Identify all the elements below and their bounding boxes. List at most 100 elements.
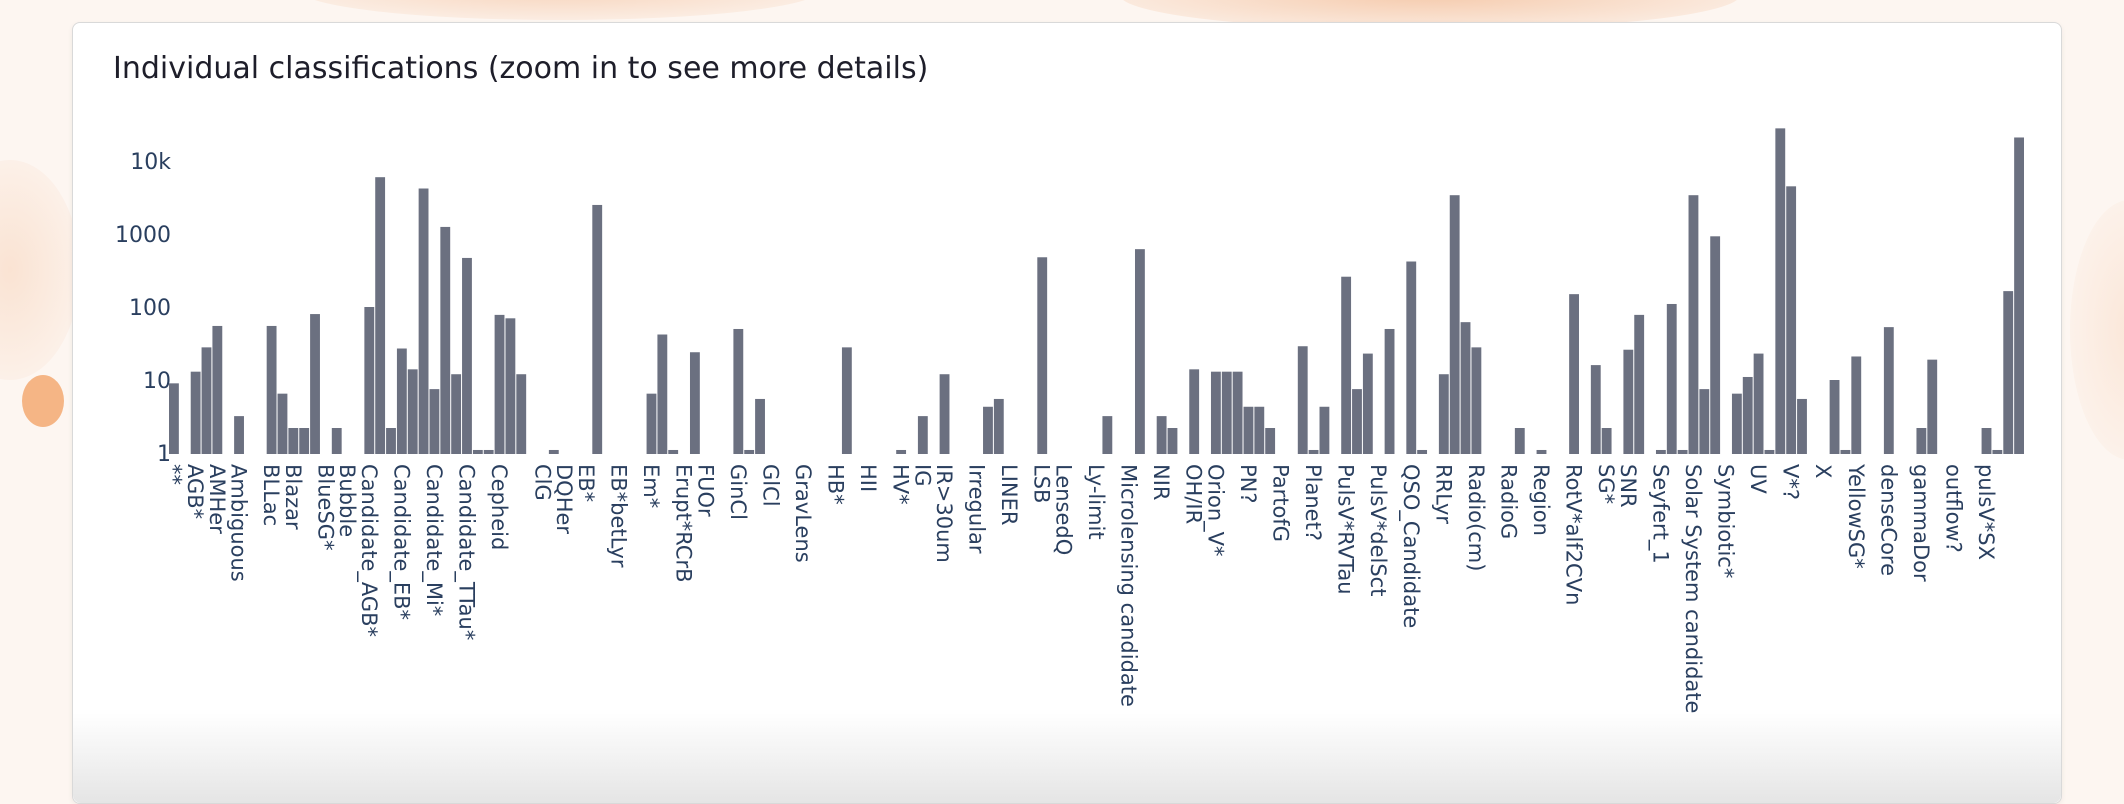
bar[interactable] (1655, 449, 1666, 454)
bar[interactable] (1308, 449, 1319, 454)
bar[interactable] (1406, 261, 1417, 455)
bar[interactable] (310, 314, 320, 454)
bar[interactable] (939, 374, 950, 454)
bar[interactable] (169, 383, 179, 454)
bar[interactable] (689, 352, 700, 454)
x-tick-label: AGB* (183, 464, 207, 519)
bar[interactable] (1536, 449, 1547, 454)
bar[interactable] (744, 449, 755, 454)
bar[interactable] (1666, 303, 1677, 454)
bar[interactable] (1352, 389, 1362, 454)
bar[interactable] (1514, 428, 1525, 454)
bar[interactable] (407, 369, 418, 454)
bar[interactable] (418, 188, 429, 455)
bar[interactable] (234, 416, 244, 454)
bar[interactable] (1438, 374, 1449, 454)
bar[interactable] (288, 428, 299, 454)
bar[interactable] (1916, 428, 1927, 454)
bar[interactable] (1460, 322, 1471, 454)
bar[interactable] (668, 449, 679, 454)
bar[interactable] (1341, 276, 1352, 454)
bar[interactable] (1851, 356, 1862, 454)
bar[interactable] (483, 449, 494, 454)
bar[interactable] (1471, 347, 1482, 454)
bar[interactable] (2003, 291, 2014, 454)
bar[interactable] (1601, 428, 1612, 454)
bar[interactable] (1417, 449, 1428, 454)
bar[interactable] (1677, 449, 1688, 454)
x-tick-label: PulsV*delSct (1366, 464, 1390, 596)
bar[interactable] (1753, 353, 1764, 454)
bar[interactable] (1449, 195, 1460, 454)
bar[interactable] (1742, 376, 1753, 454)
bar[interactable] (1265, 428, 1276, 454)
bar[interactable] (1319, 406, 1330, 454)
bar[interactable] (1981, 428, 1992, 454)
bar[interactable] (1786, 186, 1797, 454)
bar[interactable] (1254, 406, 1265, 454)
bar[interactable] (201, 347, 212, 454)
x-tick-label: NIR (1149, 464, 1173, 501)
bar[interactable] (212, 325, 223, 454)
bar[interactable] (1634, 314, 1645, 454)
bar[interactable] (462, 257, 472, 454)
bar[interactable] (896, 449, 907, 454)
bar[interactable] (1764, 449, 1775, 454)
bar[interactable] (1840, 449, 1851, 454)
bar[interactable] (592, 204, 603, 454)
bar[interactable] (451, 374, 462, 454)
bar[interactable] (1731, 393, 1742, 454)
bar[interactable] (646, 393, 657, 454)
bar[interactable] (841, 347, 852, 454)
bar[interactable] (1362, 353, 1373, 454)
bar[interactable] (1992, 449, 2003, 454)
bar[interactable] (505, 318, 516, 454)
bar[interactable] (1569, 294, 1579, 454)
bar[interactable] (429, 389, 440, 454)
bar[interactable] (1156, 416, 1167, 454)
bar[interactable] (375, 177, 386, 454)
bar[interactable] (190, 371, 201, 454)
bar[interactable] (1688, 195, 1699, 454)
bar[interactable] (1883, 327, 1894, 454)
bar[interactable] (440, 226, 451, 454)
bar[interactable] (1037, 257, 1048, 454)
bar[interactable] (1167, 428, 1178, 454)
bar[interactable] (1189, 369, 1200, 454)
bar[interactable] (1221, 371, 1232, 454)
bar[interactable] (1710, 236, 1721, 454)
bar[interactable] (386, 428, 396, 454)
bar[interactable] (364, 307, 375, 454)
bar[interactable] (472, 449, 483, 454)
bar[interactable] (1102, 416, 1113, 454)
bar[interactable] (266, 325, 277, 454)
bar[interactable] (1243, 406, 1254, 454)
bar[interactable] (2014, 137, 2024, 454)
bar[interactable] (657, 334, 668, 455)
bar[interactable] (1775, 128, 1786, 455)
bar[interactable] (396, 348, 407, 454)
bar[interactable] (1210, 371, 1221, 454)
bar[interactable] (1927, 359, 1938, 454)
bar[interactable] (1829, 380, 1840, 454)
bar[interactable] (993, 398, 1004, 454)
bar[interactable] (755, 398, 765, 454)
bar[interactable] (1699, 389, 1710, 454)
bar[interactable] (277, 393, 288, 454)
bar[interactable] (516, 374, 527, 454)
bar[interactable] (917, 416, 928, 454)
bar[interactable] (983, 406, 993, 454)
bar[interactable] (1384, 328, 1395, 454)
bar[interactable] (1590, 365, 1601, 454)
bar[interactable] (331, 428, 342, 454)
bar[interactable] (1797, 398, 1807, 454)
bar[interactable] (733, 328, 744, 454)
bar[interactable] (548, 449, 559, 454)
bar[interactable] (494, 314, 505, 454)
bar[interactable] (299, 428, 310, 454)
bar[interactable] (1297, 346, 1308, 454)
bar[interactable] (1232, 371, 1243, 454)
bar[interactable] (1134, 249, 1145, 454)
bar[interactable] (1623, 349, 1634, 454)
